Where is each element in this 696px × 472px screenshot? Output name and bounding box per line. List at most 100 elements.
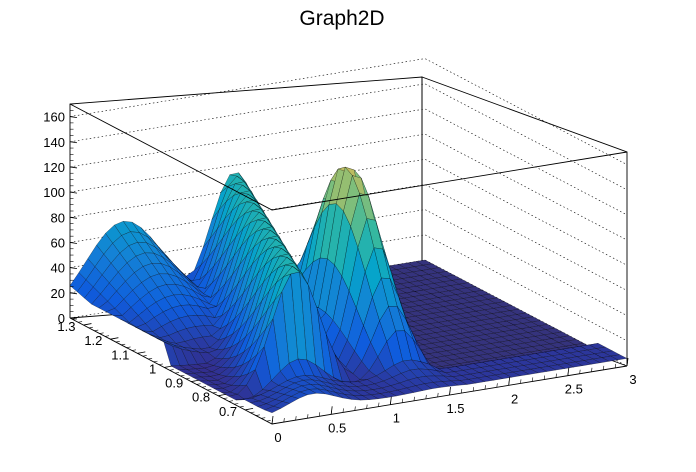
- y-minor-tick: [142, 355, 147, 357]
- x-minor-tick: [484, 385, 486, 390]
- x-tick-label: 1: [393, 411, 400, 426]
- y-minor-tick: [185, 377, 190, 380]
- x-minor-tick: [579, 369, 581, 374]
- x-minor-tick: [401, 398, 403, 403]
- y-minor-tick: [78, 321, 83, 323]
- x-minor-tick: [319, 412, 321, 417]
- y-minor-tick: [207, 389, 212, 391]
- y-tick-label: 1.3: [57, 319, 75, 334]
- y-minor-tick: [88, 326, 93, 329]
- x-tick-label: 1.5: [446, 401, 464, 416]
- y-minor-tick: [83, 324, 88, 326]
- x-tick-label: 0: [274, 430, 281, 445]
- y-minor-tick: [218, 394, 223, 397]
- y-minor-tick: [239, 406, 244, 408]
- z-tick-label: 160: [43, 110, 65, 125]
- z-tick-label: 120: [43, 160, 65, 175]
- y-tick-label: 0.9: [165, 376, 183, 391]
- x-tick-label: 0.5: [328, 420, 346, 435]
- y-minor-tick: [137, 352, 142, 354]
- z-tick-label: 0: [58, 311, 65, 326]
- x-minor-tick: [461, 389, 463, 394]
- y-minor-tick: [245, 408, 250, 411]
- x-minor-tick: [366, 404, 368, 409]
- x-minor-tick: [307, 414, 309, 419]
- x-minor-tick: [378, 402, 380, 407]
- x-minor-tick: [603, 365, 605, 370]
- z-tick-label: 140: [43, 135, 65, 150]
- x-minor-tick: [295, 416, 297, 421]
- x-tick-label: 2: [511, 391, 518, 406]
- x-minor-tick: [567, 371, 569, 376]
- y-minor-tick: [110, 338, 115, 340]
- y-minor-tick: [148, 357, 153, 360]
- y-minor-tick: [255, 414, 260, 416]
- x-minor-tick: [626, 361, 628, 367]
- y-minor-tick: [266, 420, 271, 422]
- x-minor-tick: [508, 381, 510, 386]
- y-minor-tick: [174, 372, 180, 374]
- y-minor-tick: [201, 386, 207, 388]
- surface-mesh: [69, 166, 628, 413]
- x-minor-tick: [437, 392, 439, 397]
- z-tick-label: 80: [51, 210, 65, 225]
- y-minor-tick: [169, 369, 174, 371]
- y-minor-tick: [153, 360, 158, 363]
- y-minor-tick: [196, 383, 201, 385]
- y-minor-tick: [131, 349, 136, 351]
- x-minor-tick: [591, 367, 593, 372]
- x-minor-tick: [472, 387, 474, 392]
- y-minor-tick: [72, 318, 77, 320]
- y-minor-tick: [180, 374, 185, 377]
- y-minor-tick: [228, 400, 233, 402]
- x-minor-tick: [330, 410, 332, 415]
- y-minor-tick: [94, 329, 99, 332]
- top-front-edges: [69, 103, 628, 211]
- back-right-frame: [421, 76, 628, 366]
- chart-title: Graph2D: [299, 7, 384, 30]
- y-tick-label: 0.8: [192, 390, 210, 405]
- x-minor-tick: [283, 418, 285, 423]
- y-minor-tick: [115, 341, 120, 343]
- y-minor-tick: [223, 397, 228, 399]
- surface-cell: [610, 354, 628, 361]
- y-minor-tick: [104, 335, 110, 337]
- y-tick-label: 1.1: [111, 347, 129, 362]
- x-minor-tick: [342, 408, 344, 413]
- y-minor-tick: [158, 363, 163, 365]
- x-minor-tick: [532, 377, 534, 382]
- x-tick-label: 3: [629, 372, 636, 387]
- y-minor-tick: [212, 391, 217, 394]
- y-minor-tick: [261, 417, 266, 419]
- x-minor-tick: [271, 419, 273, 425]
- y-minor-tick: [164, 366, 169, 368]
- z-gridline: [69, 58, 628, 165]
- y-tick-label: 1: [149, 361, 156, 376]
- z-tick-label: 40: [51, 261, 65, 276]
- z-tick-label: 20: [51, 286, 65, 301]
- x-tick-label: 2.5: [565, 382, 583, 397]
- x-minor-tick: [354, 406, 356, 411]
- y-minor-tick: [250, 411, 255, 413]
- y-minor-tick: [121, 343, 126, 346]
- x-minor-tick: [449, 390, 451, 396]
- x-minor-tick: [614, 363, 616, 368]
- x-minor-tick: [425, 394, 427, 399]
- y-tick-label: 0.7: [219, 404, 237, 419]
- x-minor-tick: [390, 400, 392, 405]
- y-minor-tick: [126, 346, 131, 348]
- axis-ticks: 0 20 40 60 80 100 120 140 160 0 0.5 1 1.5 2 2.5 3 0.7 0.8…: [43, 103, 637, 445]
- y-minor-tick: [271, 423, 277, 425]
- y-minor-tick: [234, 403, 239, 405]
- x-minor-tick: [520, 379, 522, 384]
- x-minor-tick: [543, 375, 545, 380]
- x-minor-tick: [555, 373, 557, 378]
- z-tick-label: 100: [43, 185, 65, 200]
- z-tick-label: 60: [51, 235, 65, 250]
- x-minor-tick: [413, 396, 415, 401]
- y-minor-tick: [99, 332, 104, 334]
- y-minor-tick: [191, 380, 196, 382]
- y-tick-label: 1.2: [84, 333, 102, 348]
- x-minor-tick: [496, 383, 498, 388]
